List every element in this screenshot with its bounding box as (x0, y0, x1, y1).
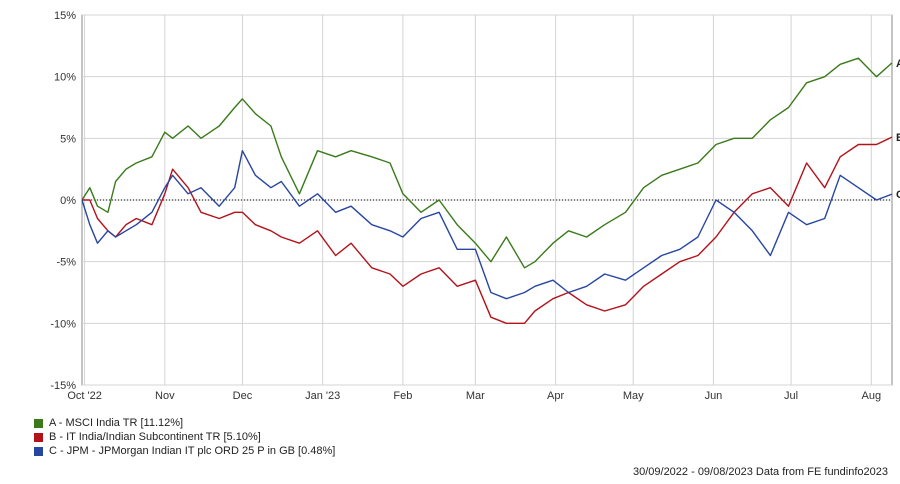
x-tick-label: Jun (705, 390, 723, 402)
y-axis-ticks: 15% 10% 5% 0% -5% -10% -15% (50, 10, 76, 392)
legend-item-a: A - MSCI India TR [11.12%] (34, 416, 335, 430)
x-tick-label: May (623, 390, 644, 402)
y-tick-label: -15% (50, 380, 76, 392)
x-tick-label: Mar (466, 390, 485, 402)
x-tick-label: Aug (862, 390, 882, 402)
y-tick-label: 10% (54, 72, 76, 84)
legend-label-a: A - MSCI India TR [11.12%] (49, 417, 184, 429)
x-tick-label: Feb (393, 390, 412, 402)
legend-label-b: B - IT India/Indian Subcontinent TR [5.1… (49, 431, 261, 443)
x-tick-label: Dec (233, 390, 253, 402)
series-line-a (81, 57, 893, 269)
y-tick-label: -5% (56, 257, 76, 269)
x-tick-label: Oct '22 (67, 390, 102, 402)
series-end-label-c: C (896, 189, 900, 201)
x-tick-label: Apr (547, 390, 564, 402)
legend-item-b: B - IT India/Indian Subcontinent TR [5.1… (34, 430, 335, 444)
y-tick-label: -10% (50, 318, 76, 330)
legend-swatch-c (34, 446, 43, 456)
y-tick-label: 15% (54, 10, 76, 22)
y-tick-label: 5% (60, 133, 76, 145)
series-line-b (82, 136, 893, 324)
legend-label-c: C - JPM - JPMorgan Indian IT plc ORD 25 … (49, 445, 336, 457)
x-axis-ticks: Oct '22 Nov Dec Jan '23 Feb Mar Apr May Jun Jul Au… (67, 390, 881, 402)
series-line-c (81, 149, 893, 300)
series-end-labels: A B C (896, 58, 900, 201)
series-end-label-b: B (896, 132, 900, 144)
series-lines (81, 57, 893, 324)
legend-swatch-b (34, 432, 43, 442)
x-tick-label: Jul (784, 390, 798, 402)
legend-item-c: C - JPM - JPMorgan Indian IT plc ORD 25 … (34, 444, 335, 458)
line-chart: 15% 10% 5% 0% -5% -10% -15% Oct '22 Nov Dec Jan '… (50, 10, 900, 402)
data-source-footer: 30/09/2022 - 09/08/2023 Data from FE fun… (632, 466, 888, 478)
y-tick-label: 0% (60, 195, 76, 207)
x-tick-label: Nov (155, 390, 175, 402)
series-end-label-a: A (896, 58, 900, 70)
legend-swatch-a (34, 418, 43, 428)
legend: A - MSCI India TR [11.12%] B - IT India/… (34, 416, 335, 458)
x-tick-label: Jan '23 (305, 390, 340, 402)
